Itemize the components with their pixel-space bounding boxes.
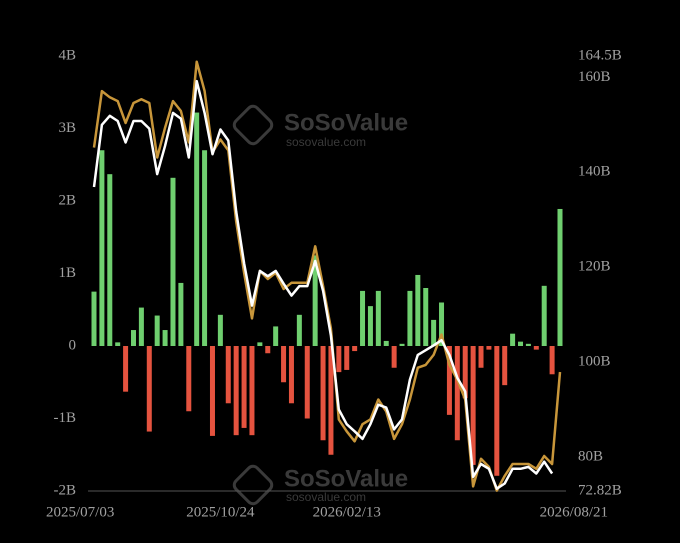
bar	[249, 346, 255, 436]
y2-tick-label: 100B	[578, 353, 611, 369]
bar	[209, 346, 215, 436]
bar	[549, 346, 555, 375]
bar	[312, 255, 318, 346]
bar	[407, 290, 413, 346]
bar	[281, 346, 287, 383]
bar	[99, 150, 105, 346]
y2-tick-label: 80B	[578, 448, 603, 464]
bar	[273, 326, 279, 346]
bar	[510, 333, 516, 346]
bar	[178, 282, 184, 346]
bar	[241, 346, 247, 428]
bar	[415, 274, 421, 346]
bar	[123, 346, 129, 392]
x-tick-label: 2025/10/24	[186, 504, 255, 520]
bar	[375, 290, 381, 346]
bar	[233, 346, 239, 436]
bar	[399, 343, 405, 346]
bar	[557, 208, 563, 346]
y2-tick-label: 164.5B	[578, 47, 622, 63]
y-tick-label: 0	[69, 337, 77, 353]
bar	[462, 346, 468, 399]
bar	[130, 330, 136, 346]
bar	[328, 346, 334, 455]
bar	[454, 346, 460, 441]
bar	[344, 346, 350, 370]
bar	[391, 346, 397, 368]
bar	[170, 177, 176, 346]
bar	[257, 342, 263, 346]
bar	[541, 285, 547, 346]
y2-tick-label: 72.82B	[578, 482, 622, 498]
y2-tick-label: 140B	[578, 164, 611, 180]
watermark-url: sosovalue.com	[286, 135, 366, 149]
y2-tick-label: 120B	[578, 259, 611, 275]
y-tick-label: 3B	[58, 120, 76, 136]
bar	[470, 346, 476, 465]
line	[92, 79, 554, 490]
bar	[367, 306, 373, 346]
bar	[486, 346, 492, 350]
x-tick-label: 2025/07/03	[46, 504, 114, 520]
bar	[533, 346, 539, 350]
bar	[217, 314, 223, 346]
bar	[525, 343, 531, 346]
y-tick-label: -2B	[54, 482, 77, 498]
y-tick-label: 1B	[58, 265, 76, 281]
watermark-top: SoSoValue sosovalue.com	[232, 104, 408, 149]
bar	[115, 342, 121, 346]
watermark-brand: SoSoValue	[284, 109, 408, 136]
bar	[186, 346, 192, 412]
bar	[296, 314, 302, 346]
bar	[154, 315, 160, 346]
bar	[518, 341, 524, 346]
bar	[439, 302, 445, 346]
x-tick-label: 2026/02/13	[313, 504, 381, 520]
bar	[478, 346, 484, 368]
bar	[225, 346, 231, 404]
bar	[502, 346, 508, 386]
watermark-bottom: SoSoValue sosovalue.com	[232, 464, 408, 506]
watermark-brand: SoSoValue	[284, 465, 408, 492]
bar	[320, 346, 326, 441]
bar	[146, 346, 152, 432]
bar	[304, 346, 310, 419]
bar	[494, 346, 500, 476]
bar	[194, 112, 200, 346]
bar	[162, 330, 168, 346]
watermark-url: sosovalue.com	[286, 490, 366, 504]
watermark-logo	[232, 464, 274, 506]
y-tick-label: 2B	[58, 192, 76, 208]
bar	[107, 174, 113, 346]
y-tick-label: -1B	[54, 410, 77, 426]
bar	[431, 319, 437, 346]
bar	[265, 346, 271, 354]
bar	[423, 288, 429, 346]
bar	[91, 291, 97, 346]
bar	[352, 346, 358, 352]
bar	[383, 340, 389, 346]
bar	[446, 346, 452, 415]
bar	[202, 150, 208, 346]
bar	[288, 346, 294, 404]
y-tick-label: 4B	[58, 47, 76, 63]
bar	[336, 346, 342, 373]
bar	[360, 290, 366, 346]
x-tick-label: 2026/08/21	[540, 504, 608, 520]
y2-tick-label: 160B	[578, 69, 611, 85]
bar	[138, 307, 144, 346]
watermark-logo	[232, 104, 274, 146]
